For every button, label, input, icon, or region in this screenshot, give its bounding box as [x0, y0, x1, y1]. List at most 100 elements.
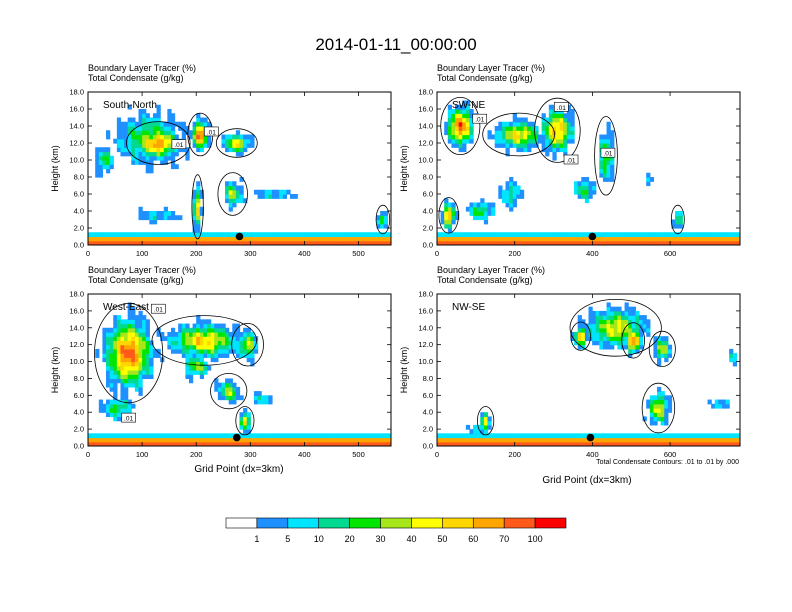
field-cell [617, 437, 622, 443]
field-cell [516, 117, 521, 123]
field-cell [145, 155, 150, 161]
field-cell [250, 143, 255, 148]
field-cell [185, 365, 190, 371]
field-cell [138, 332, 143, 337]
field-cell [210, 332, 215, 337]
field-cell [225, 240, 230, 245]
field-cell [246, 353, 251, 358]
field-cell [588, 194, 593, 199]
field-cell [455, 104, 460, 110]
field-cell [127, 310, 132, 316]
field-cell [462, 143, 467, 148]
field-cell [113, 319, 118, 325]
field-cell [570, 130, 575, 136]
field-cell [498, 126, 503, 131]
field-cell [595, 323, 600, 329]
field-cell [566, 240, 572, 245]
field-cell [221, 348, 226, 354]
field-cell [552, 433, 557, 439]
field-cell [116, 340, 122, 346]
field-cell [711, 232, 716, 238]
field-cell [113, 336, 118, 342]
x-tick-label: 0 [86, 450, 90, 459]
field-cell [465, 441, 471, 446]
field-cell [192, 365, 197, 371]
field-cell [447, 202, 453, 208]
field-cell [657, 236, 662, 242]
field-cell [584, 185, 590, 191]
field-cell [725, 240, 730, 245]
field-cell [228, 378, 233, 384]
field-cell [113, 327, 118, 333]
field-cell [362, 441, 367, 446]
field-cell [311, 441, 316, 446]
field-cell [462, 100, 467, 106]
field-cell [592, 441, 597, 446]
field-cell [98, 236, 104, 242]
field-cell [649, 236, 655, 242]
field-cell [210, 433, 215, 439]
field-cell [116, 147, 122, 153]
field-cell [95, 240, 100, 245]
location-marker [586, 433, 595, 442]
field-cell [675, 219, 680, 225]
field-cell [275, 433, 280, 439]
field-cell [491, 240, 496, 245]
field-cell [142, 121, 147, 127]
field-cell [671, 223, 676, 229]
field-cell [447, 240, 453, 245]
field-cell [649, 177, 655, 182]
field-cell [152, 155, 158, 161]
field-cell [512, 143, 517, 148]
field-cell [138, 378, 143, 384]
field-cell [617, 315, 622, 320]
field-cell [138, 441, 143, 446]
field-cell [120, 236, 125, 242]
field-cell [469, 134, 474, 140]
field-cell [149, 232, 154, 238]
field-cell [192, 134, 197, 140]
field-cell [675, 236, 680, 242]
y-tick-label: 8.0 [423, 173, 433, 182]
field-cell [660, 353, 665, 358]
colorbar-swatch [472, 517, 505, 529]
field-cell [714, 236, 719, 242]
field-cell [239, 348, 244, 354]
field-cell [271, 437, 277, 443]
field-cell [214, 336, 219, 342]
field-cell [545, 151, 550, 157]
field-cell [326, 433, 331, 439]
field-cell [570, 437, 575, 443]
field-cell [207, 236, 212, 242]
field-cell [336, 441, 342, 446]
field-cell [369, 433, 374, 439]
field-cell [729, 232, 734, 238]
field-cell [574, 240, 579, 245]
field-cell [185, 126, 190, 131]
field-cell [563, 151, 568, 157]
field-cell [145, 336, 150, 342]
field-cell [282, 240, 287, 245]
field-cell [264, 395, 269, 401]
field-cell [250, 357, 255, 363]
field-cell [628, 348, 633, 354]
field-cell [696, 437, 701, 443]
field-cell [566, 441, 572, 446]
field-cell [581, 344, 586, 350]
field-cell [559, 236, 564, 242]
field-cell [642, 236, 647, 242]
field-cell [152, 232, 158, 238]
field-cell [286, 441, 291, 446]
field-cell [160, 437, 165, 443]
field-cell [602, 327, 608, 333]
panel-header-tracer: Boundary Layer Tracer (%) [437, 265, 545, 275]
field-cell [465, 433, 471, 439]
field-cell [447, 206, 453, 212]
field-cell [631, 348, 636, 354]
contour-label-text: .01 [174, 142, 183, 149]
field-cell [156, 353, 161, 358]
field-cell [271, 240, 277, 245]
field-cell [207, 138, 212, 144]
field-cell [279, 194, 284, 199]
field-cell [142, 215, 147, 221]
